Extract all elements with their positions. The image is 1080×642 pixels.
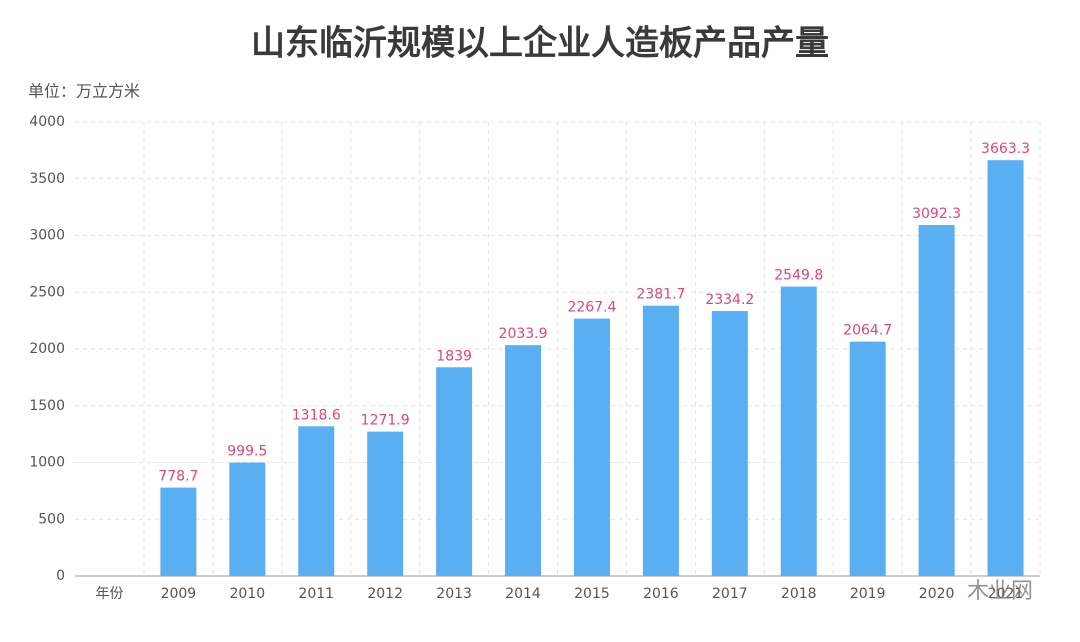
bar: [573, 318, 610, 576]
x-tick-label: 2012: [367, 586, 403, 602]
value-label: 3092.3: [912, 206, 961, 222]
y-tick-label: 500: [38, 511, 65, 527]
value-label: 1318.6: [292, 407, 341, 423]
value-label: 1839: [436, 348, 472, 364]
bar: [918, 225, 955, 576]
value-label: 2334.2: [705, 292, 754, 308]
bar: [642, 305, 679, 576]
x-tick-label: 2011: [298, 586, 334, 602]
x-tick-label: 年份: [95, 586, 123, 602]
y-tick-label: 3000: [29, 228, 65, 244]
bar: [987, 160, 1024, 576]
value-label: 2381.7: [636, 287, 685, 303]
value-label: 1271.9: [361, 413, 410, 429]
y-tick-label: 2500: [29, 284, 65, 300]
y-tick-label: 1500: [29, 398, 65, 414]
value-label: 3663.3: [981, 141, 1030, 157]
bar: [505, 345, 542, 576]
bar: [229, 462, 266, 576]
value-label: 999.5: [227, 444, 267, 460]
bar: [160, 487, 197, 576]
y-tick-label: 4000: [29, 114, 65, 130]
chart-title: 山东临沂规模以上企业人造板产品产量: [251, 24, 829, 64]
x-tick-label: 2015: [574, 586, 610, 602]
x-tick-label: 2018: [781, 586, 817, 602]
x-tick-label: 2009: [161, 586, 197, 602]
watermark: 木业网: [967, 579, 1033, 604]
x-tick-label: 2020: [919, 586, 955, 602]
x-tick-label: 2017: [712, 586, 748, 602]
bar: [711, 311, 748, 576]
bar: [780, 286, 817, 576]
x-tick-label: 2016: [643, 586, 679, 602]
bar: [849, 341, 886, 576]
y-tick-label: 0: [56, 568, 65, 584]
x-tick-label: 2019: [850, 586, 886, 602]
y-tick-label: 1000: [29, 455, 65, 471]
value-label: 2064.7: [843, 323, 892, 339]
value-label: 2267.4: [567, 300, 616, 316]
bar: [367, 431, 404, 576]
y-tick-label: 3500: [29, 171, 65, 187]
value-label: 2549.8: [774, 268, 823, 284]
x-tick-label: 2021: [988, 586, 1024, 602]
value-label: 2033.9: [499, 326, 548, 342]
x-tick-label: 2013: [436, 586, 472, 602]
x-tick-label: 2014: [505, 586, 541, 602]
bar: [436, 367, 473, 576]
unit-label: 单位：万立方米: [28, 82, 140, 101]
y-tick-label: 2000: [29, 341, 65, 357]
x-tick-label: 2010: [230, 586, 266, 602]
value-label: 778.7: [158, 469, 198, 485]
bar: [298, 426, 335, 576]
